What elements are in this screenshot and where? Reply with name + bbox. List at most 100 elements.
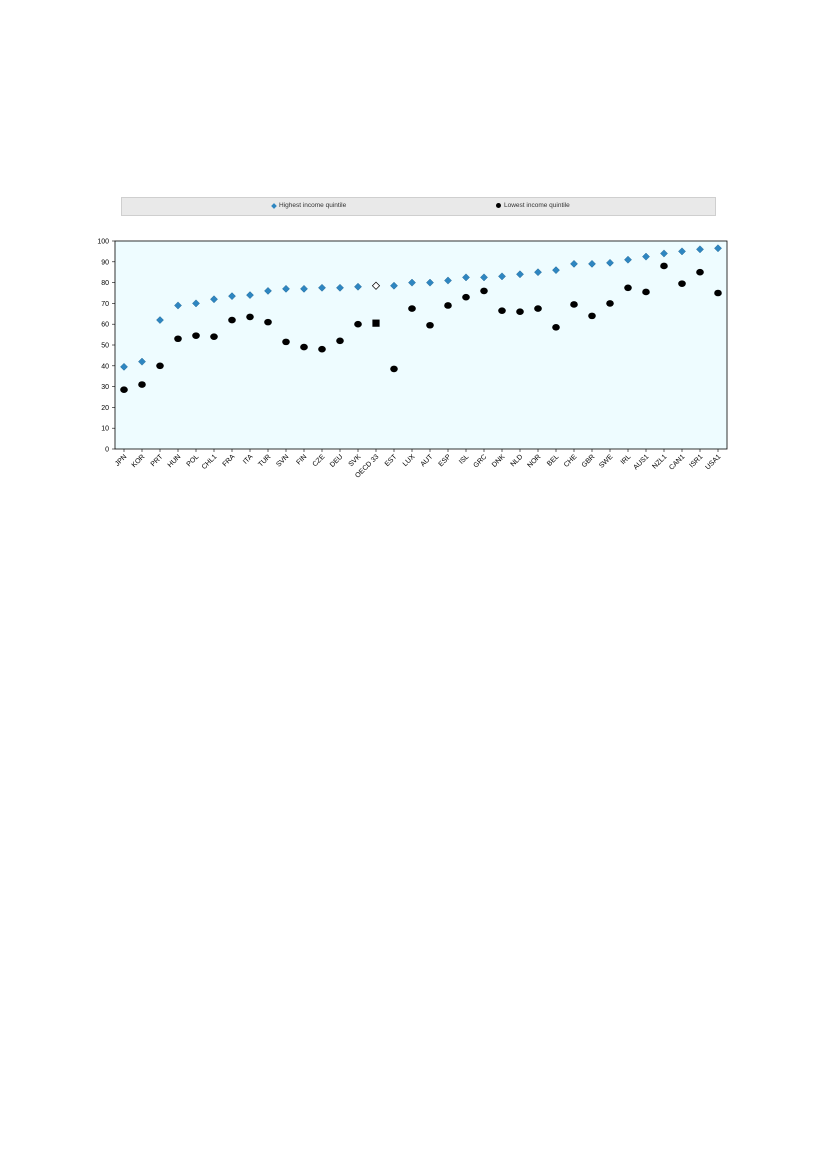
highest-quintile-point: [210, 295, 218, 304]
highest-quintile-point: [120, 362, 128, 371]
lowest-quintile-point: [714, 289, 722, 297]
lowest-quintile-point: [570, 301, 578, 308]
x-tick-label: SWE: [598, 453, 614, 469]
lowest-quintile-point: [336, 337, 344, 345]
lowest-quintile-point: [192, 332, 200, 339]
x-tick-label: GRC: [472, 453, 488, 469]
highest-quintile-point: [678, 247, 686, 256]
x-tick-label: FIN: [295, 453, 308, 466]
lowest-quintile-point: [426, 321, 434, 329]
x-tick-label: POL: [186, 453, 201, 468]
highest-quintile-point: [354, 282, 362, 291]
y-tick-label: 30: [101, 384, 109, 391]
highest-quintile-point: [624, 255, 632, 264]
x-tick-label: ISL: [458, 453, 470, 465]
highest-quintile-point: [480, 273, 488, 282]
lowest-quintile-point: [552, 324, 560, 331]
lowest-quintile-point: [138, 381, 146, 388]
highest-quintile-point: [696, 245, 704, 254]
x-tick-label: USA1: [705, 453, 723, 471]
lowest-quintile-point: [246, 313, 254, 321]
x-tick-label: FRA: [222, 453, 237, 468]
lowest-quintile-point: [516, 308, 524, 316]
x-tick-label: AUT: [420, 453, 435, 468]
y-tick-label: 70: [101, 301, 109, 308]
highest-quintile-point: [156, 316, 164, 324]
highlight-square-point: [372, 319, 380, 327]
legend-dot-marker: [496, 203, 501, 208]
x-tick-label: IRL: [620, 453, 633, 466]
plot-area: [114, 240, 728, 450]
lowest-quintile-point: [588, 312, 596, 320]
lowest-quintile-point: [606, 300, 614, 307]
highest-quintile-point: [606, 258, 614, 267]
highest-quintile-point: [336, 283, 344, 292]
x-tick-label: ITA: [242, 453, 255, 466]
x-tick-label: TUR: [257, 453, 272, 468]
highest-quintile-point: [318, 283, 326, 292]
lowest-quintile-point: [354, 320, 362, 328]
lowest-quintile-point: [534, 305, 542, 312]
x-tick-label: ESP: [438, 453, 453, 468]
highest-quintile-point: [714, 244, 722, 253]
y-tick-label: 90: [101, 259, 109, 266]
highest-quintile-point: [516, 270, 524, 279]
highest-quintile-point: [426, 278, 434, 287]
x-tick-label: DEU: [329, 453, 344, 468]
highest-quintile-point: [642, 252, 650, 261]
legend-label-lowest: Lowest income quintile: [504, 202, 570, 209]
x-tick-label: SVN: [275, 453, 290, 468]
lowest-quintile-point: [480, 287, 488, 295]
highest-quintile-point: [444, 276, 452, 285]
highest-quintile-point: [390, 281, 398, 290]
lowest-quintile-point: [678, 280, 686, 287]
x-tick-label: JPN: [114, 453, 128, 467]
lowest-quintile-point: [300, 343, 308, 351]
highest-quintile-point: [660, 249, 668, 258]
highest-quintile-point: [570, 259, 578, 268]
legend-item-lowest: Lowest income quintile: [496, 202, 570, 209]
highest-quintile-point: [534, 268, 542, 277]
x-tick-label: CAN1: [668, 453, 686, 471]
x-tick-label: LUX: [402, 453, 417, 468]
highest-quintile-point: [246, 291, 254, 299]
y-tick-label: 100: [97, 239, 109, 246]
x-tick-label: ISR1: [688, 453, 704, 469]
y-tick-label: 80: [101, 280, 109, 287]
lowest-quintile-point: [408, 305, 416, 312]
highest-quintile-point: [138, 357, 146, 366]
x-tick-label: KOR: [131, 453, 147, 469]
lowest-quintile-point: [156, 362, 164, 370]
x-tick-label: BEL: [546, 453, 560, 467]
x-tick-label: PRT: [150, 453, 165, 468]
lowest-quintile-point: [444, 302, 452, 309]
y-tick-label: 20: [101, 405, 109, 412]
highest-quintile-point: [408, 278, 416, 287]
highlight-diamond-point: [371, 281, 381, 290]
x-tick-label: GBR: [581, 453, 597, 469]
lowest-quintile-point: [696, 268, 704, 276]
y-tick-label: 50: [101, 343, 109, 350]
lowest-quintile-point: [462, 293, 470, 301]
x-tick-label: DNK: [491, 453, 507, 469]
y-tick-label: 0: [105, 447, 109, 454]
legend-item-highest: Highest income quintile: [271, 202, 346, 209]
x-tick-label: SVK: [348, 453, 363, 468]
lowest-quintile-point: [318, 345, 326, 353]
highest-quintile-point: [264, 287, 272, 295]
highest-quintile-point: [174, 301, 182, 310]
x-tick-label: AUS1: [633, 453, 651, 471]
lowest-quintile-point: [228, 316, 236, 324]
x-tick-label: CHE: [563, 453, 579, 469]
lowest-quintile-point: [174, 335, 182, 343]
y-tick-label: 60: [101, 322, 109, 329]
chart-canvas: 0 10 20 30 40 50 60 70 80 90 100 JPN KOR PRT HUN POL CHL…: [97, 239, 728, 480]
lowest-quintile-point: [642, 288, 650, 296]
lowest-quintile-point: [390, 365, 398, 373]
x-tick-label: NLD: [510, 453, 525, 468]
lowest-quintile-point: [624, 284, 632, 292]
y-tick-label: 40: [101, 363, 109, 370]
x-tick-label: EST: [384, 453, 399, 468]
highest-quintile-point: [498, 272, 506, 281]
highest-quintile-point: [282, 284, 290, 293]
